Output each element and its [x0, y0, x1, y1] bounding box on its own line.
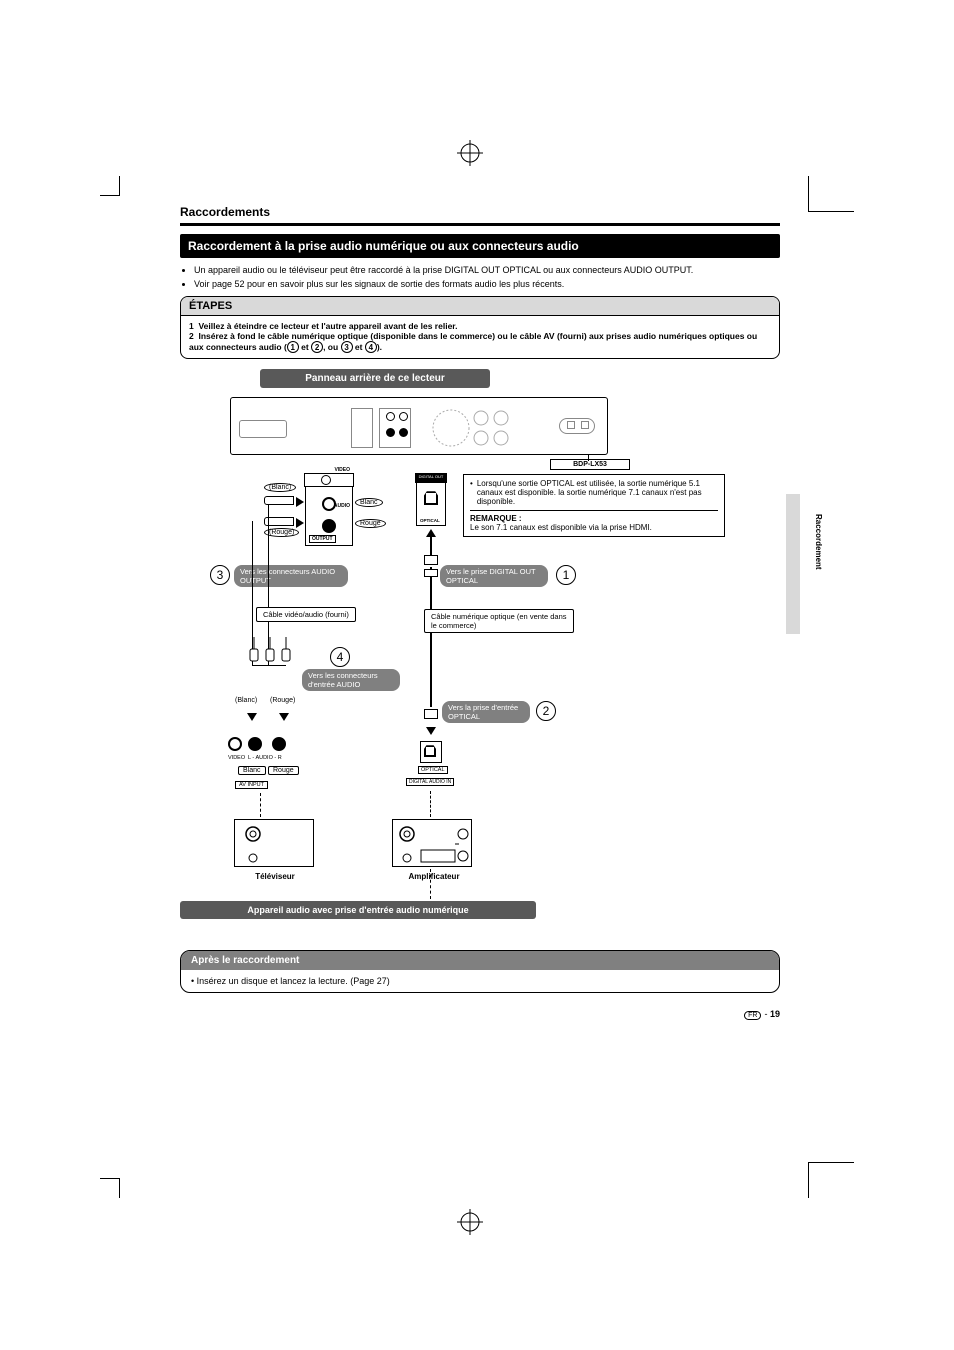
note-bullet: Lorsqu'une sortie OPTICAL est utilisée, …: [477, 479, 718, 506]
callout-3: 3: [210, 565, 230, 585]
after-bullet: Insérez un disque et lancez la lecture. …: [197, 976, 390, 986]
audio-out-block: OUTPUT VIDEO AUDIO: [305, 474, 353, 546]
blanc-label: Blanc: [355, 498, 383, 507]
rouge-label: (Rouge): [270, 697, 295, 704]
step-2a: Insérez à fond le câble numérique optiqu…: [189, 331, 757, 351]
intro-bullet: Voir page 52 pour en savoir plus sur les…: [194, 278, 780, 290]
opt-cable-label: Câble numérique optique (en vente dans l…: [424, 609, 574, 633]
optical-label: OPTICAL: [418, 766, 448, 774]
after-box: Après le raccordement • Insérez un disqu…: [180, 950, 780, 993]
note-box: • Lorsqu'une sortie OPTICAL est utilisée…: [463, 474, 725, 537]
crop-mark: [808, 1162, 854, 1198]
crop-mark: [100, 176, 120, 196]
steps-box: ÉTAPES 1 Veillez à éteindre ce lecteur e…: [180, 296, 780, 359]
divider: [180, 223, 780, 226]
video-label: VIDEO: [228, 755, 245, 761]
step-2b: ).: [377, 342, 382, 352]
av-cable-label: Câble vidéo/audio (fourni): [256, 607, 356, 622]
digital-out-label: DIGITAL OUT: [415, 473, 447, 483]
callout-4: 4: [330, 647, 350, 667]
steps-title: ÉTAPES: [181, 297, 779, 316]
callout-1: 1: [556, 565, 576, 585]
reg-bottom: [457, 1209, 483, 1235]
tv-label: Téléviseur: [240, 872, 310, 881]
circ-3: 3: [341, 341, 353, 353]
to-optical-in: Vers la prise d'entrée OPTICAL: [442, 701, 530, 723]
optical-port-label: OPTICAL: [420, 518, 440, 523]
rear-panel: [230, 397, 608, 455]
output-label: OUTPUT: [309, 535, 336, 543]
remarque-text: Le son 7.1 canaux est disponible via la …: [470, 523, 718, 532]
rouge-label: (Rouge): [264, 528, 299, 537]
component-jacks: [431, 406, 519, 450]
page-content: Raccordements Raccordement à la prise au…: [180, 205, 780, 993]
rouge-label: Rouge: [268, 766, 299, 775]
blanc-label: Blanc: [238, 766, 266, 775]
connection-diagram: Panneau arrière de ce lecteur BDP: [180, 369, 780, 934]
audio-label: AUDIO: [334, 503, 350, 509]
step-1: Veillez à éteindre ce lecteur et l'autre…: [198, 321, 457, 331]
circ-4: 4: [365, 341, 377, 353]
section-title: Raccordements: [180, 205, 780, 219]
to-digital-out: Vers le prise DIGITAL OUT OPTICAL: [440, 565, 548, 587]
reg-top: [457, 140, 483, 166]
page-number: FR- 19: [744, 1009, 780, 1019]
to-audio-in: Vers les connecteurs d'entrée AUDIO: [302, 669, 400, 691]
remarque-label: REMARQUE :: [470, 510, 718, 523]
crop-mark: [100, 1178, 120, 1198]
blanc-label: (Blanc): [235, 697, 257, 704]
circ-1: 1: [287, 341, 299, 353]
amp-label: Amplificateur: [394, 872, 474, 881]
tv-icon: [234, 819, 314, 867]
after-title: Après le raccordement: [181, 951, 779, 970]
steps-content: 1 Veillez à éteindre ce lecteur et l'aut…: [181, 316, 779, 358]
side-tab: Raccordement: [786, 494, 800, 634]
video-label: VIDEO: [334, 467, 350, 473]
digital-in-label: DIGITAL AUDIO IN: [406, 778, 454, 786]
intro: Un appareil audio ou le téléviseur peut …: [180, 264, 780, 290]
after-content: • Insérez un disque et lancez la lecture…: [181, 970, 779, 992]
rouge-label: Rouge: [355, 519, 386, 528]
footer-bar: Appareil audio avec prise d'entrée audio…: [180, 901, 536, 919]
amp-icon: [392, 819, 472, 867]
page-num-value: 19: [770, 1009, 780, 1019]
callout-2: 2: [536, 701, 556, 721]
side-tab-label: Raccordement: [814, 514, 823, 570]
l-audio-r-label: L - AUDIO - R: [248, 755, 282, 761]
intro-bullet: Un appareil audio ou le téléviseur peut …: [194, 264, 780, 276]
model-label: BDP-LX53: [550, 459, 630, 470]
lang-badge: FR: [744, 1011, 761, 1020]
blanc-label: (Blanc): [264, 483, 296, 492]
av-input-label: AV INPUT: [235, 781, 268, 789]
circ-2: 2: [311, 341, 323, 353]
crop-mark: [808, 176, 854, 212]
av-plugs-icon: [240, 637, 300, 671]
panel-title: Panneau arrière de ce lecteur: [260, 369, 490, 388]
main-heading: Raccordement à la prise audio numérique …: [180, 234, 780, 258]
digital-out-block: DIGITAL OUT OPTICAL: [416, 474, 446, 526]
amp-optical-in: [420, 741, 442, 763]
